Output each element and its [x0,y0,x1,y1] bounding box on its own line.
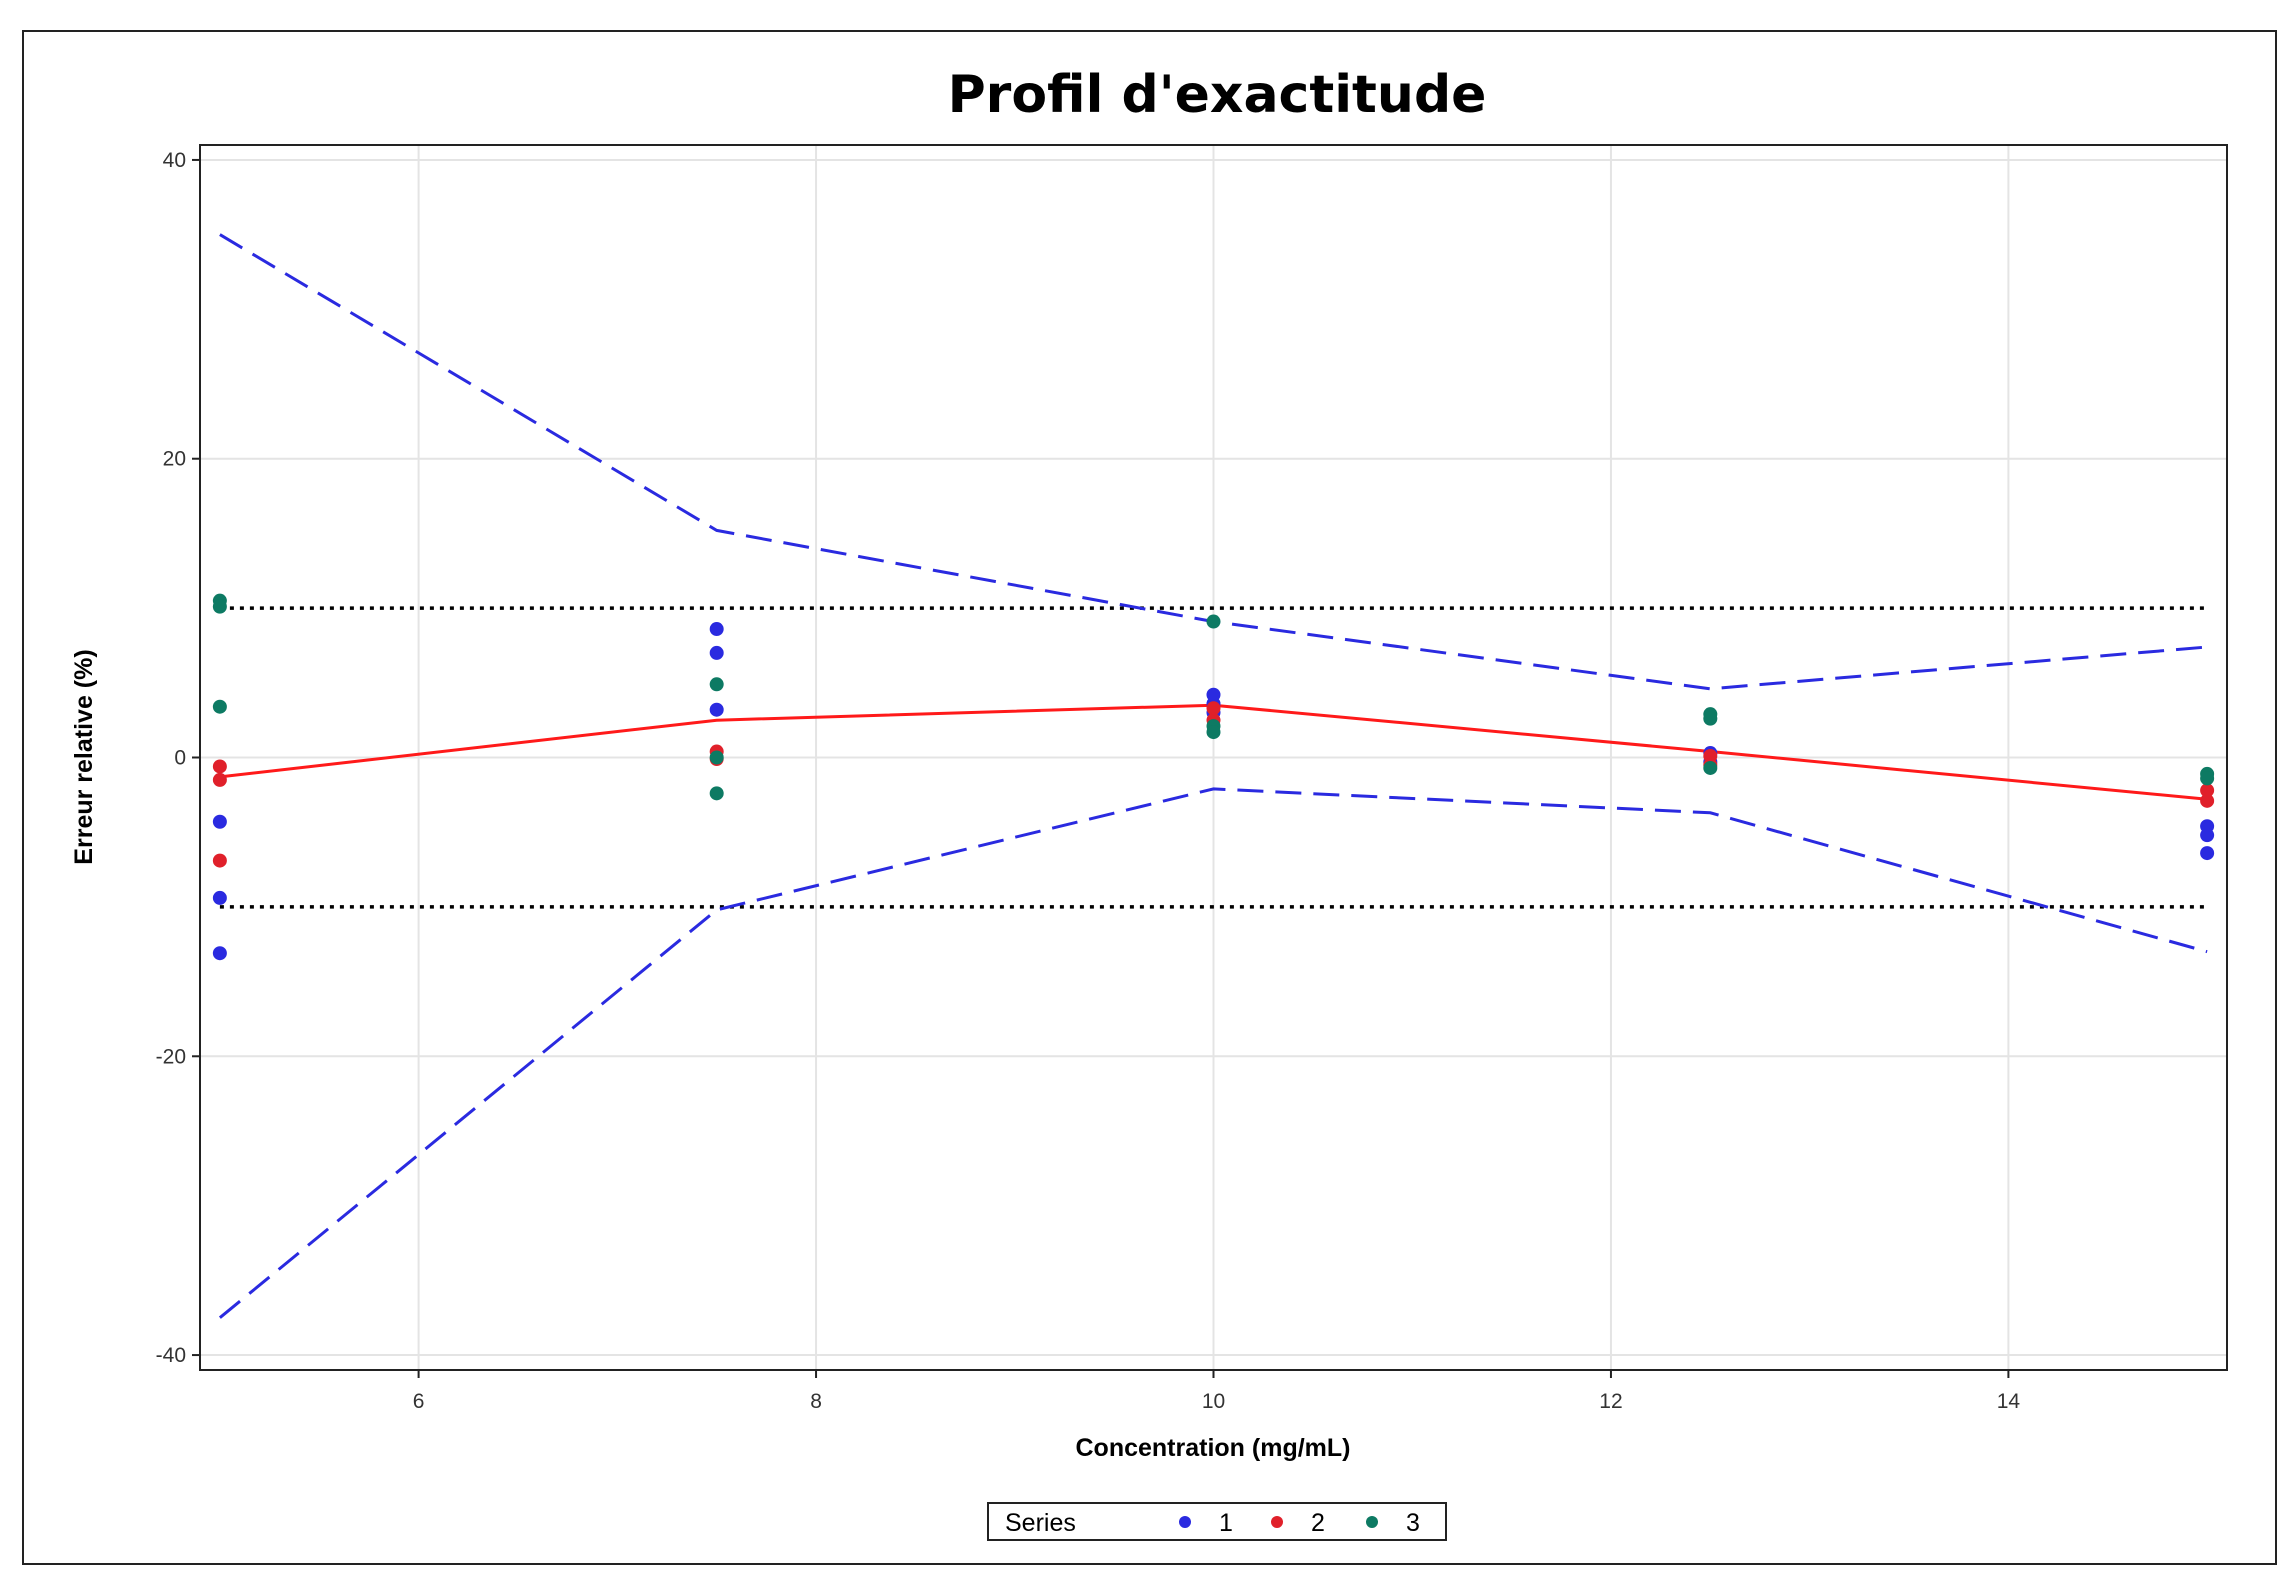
point-series-1 [2200,846,2215,861]
point-series-3 [1206,725,1221,740]
data-points [212,593,2215,961]
point-series-1 [212,890,227,905]
y-axis-title: Erreur relative (%) [70,649,98,864]
legend-marker-1 [1179,1516,1191,1528]
y-tick-label: 40 [163,149,186,172]
point-series-3 [709,786,724,801]
point-series-2 [212,853,227,868]
x-tick-label: 10 [1202,1390,1225,1413]
point-series-1 [709,622,724,637]
legend-title: Series [1005,1509,1076,1537]
reference-lines [219,606,2208,909]
point-series-2 [212,772,227,787]
point-series-3 [1703,760,1718,775]
y-tick-label: -40 [156,1344,186,1367]
legend-label-1: 1 [1219,1509,1233,1537]
point-series-3 [1206,614,1221,629]
point-series-3 [212,599,227,614]
legend-label-2: 2 [1311,1509,1325,1537]
point-series-3 [709,750,724,765]
y-tick-label: -20 [156,1045,186,1068]
point-series-2 [1206,701,1221,716]
x-axis-title: Concentration (mg/mL) [1076,1434,1351,1462]
x-tick-label: 14 [1997,1390,2021,1413]
point-series-3 [2200,771,2215,786]
point-series-3 [212,699,227,714]
y-tick-label: 0 [174,747,186,770]
x-tick-label: 8 [810,1390,822,1413]
chart-title: Profil d'exactitude [948,65,1487,125]
legend-marker-2 [1271,1516,1283,1528]
lower-limit-line [218,787,2208,1319]
legend: Series 1 2 3 [987,1502,1447,1541]
point-series-3 [1703,711,1718,726]
x-tick-label: 12 [1599,1390,1622,1413]
point-series-2 [2200,793,2215,808]
axis-ticks: 6 8 10 12 14 -40 -20 0 20 40 [156,149,2021,1413]
legend-label-3: 3 [1406,1509,1420,1537]
point-series-2 [212,759,227,774]
x-tick-label: 6 [413,1390,425,1413]
grid-lines [200,145,2227,1370]
point-series-2 [2200,783,2215,798]
point-series-1 [2200,828,2215,843]
legend-entries: 1 2 3 [1179,1509,1420,1537]
point-series-1 [212,946,227,961]
point-series-1 [709,702,724,717]
legend-marker-3 [1366,1516,1378,1528]
y-tick-label: 20 [163,448,186,471]
point-series-1 [212,814,227,829]
point-series-3 [709,677,724,692]
point-series-1 [709,645,724,660]
